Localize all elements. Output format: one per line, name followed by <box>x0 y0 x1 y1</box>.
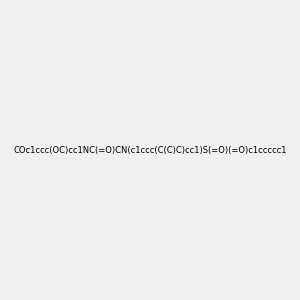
Text: COc1ccc(OC)cc1NC(=O)CN(c1ccc(C(C)C)cc1)S(=O)(=O)c1ccccc1: COc1ccc(OC)cc1NC(=O)CN(c1ccc(C(C)C)cc1)S… <box>13 146 287 154</box>
